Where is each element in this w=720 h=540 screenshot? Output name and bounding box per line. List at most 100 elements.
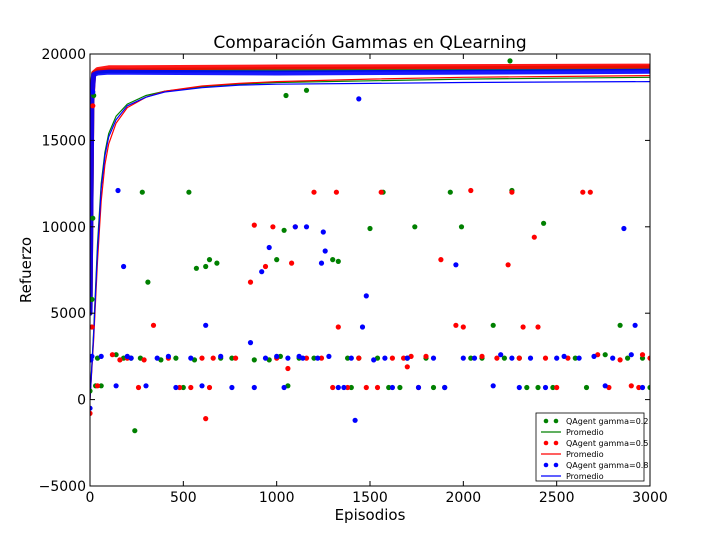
series-0-point (206, 257, 213, 263)
series-4-point (335, 384, 341, 391)
series-4-point (218, 353, 224, 359)
series-4-point (415, 384, 422, 391)
series-2-point (247, 279, 254, 285)
legend-label-5: Promedio (566, 472, 604, 481)
series-4-point (602, 383, 608, 389)
x-tick-label: 0 (86, 490, 95, 506)
series-0-point (335, 258, 341, 264)
series-2-point (505, 262, 511, 268)
series-2-point (363, 384, 369, 391)
series-0-point (132, 428, 138, 434)
series-0-point (173, 355, 179, 361)
series-4-point (509, 355, 515, 361)
series-2-point (199, 355, 205, 361)
series-2-point (270, 224, 276, 230)
series-0-point (98, 383, 104, 389)
series-0-point (507, 58, 513, 64)
series-4-point (382, 355, 388, 361)
series-2-point (636, 384, 642, 391)
series-4-point (315, 355, 321, 361)
series-0-point (397, 384, 403, 391)
y-tick-label: −5000 (39, 479, 86, 495)
series-0-point (193, 265, 199, 271)
series-4-point (128, 355, 134, 361)
series-4-point (639, 384, 646, 391)
series-4-point (251, 384, 257, 391)
series-4-point (389, 384, 395, 391)
series-5-line (90, 81, 650, 400)
series-4-point (576, 355, 582, 361)
series-0-point (251, 357, 257, 363)
legend-marker-0 (543, 418, 549, 424)
series-0-point (281, 227, 287, 233)
x-axis: 0 500 1000 1500 2000 2500 3000 (86, 54, 668, 506)
series-2-point (617, 357, 623, 363)
series-0-point (490, 322, 496, 328)
series-2-point (401, 355, 407, 361)
legend-label-2: QAgent gamma=0.5 (566, 439, 648, 448)
series-4-point (165, 353, 171, 359)
series-0-point (330, 257, 336, 263)
series-4-point (352, 417, 358, 423)
series-2-point (90, 410, 93, 416)
series-2-point (117, 357, 123, 363)
legend-marker-2-b (553, 440, 559, 446)
series-2-point (210, 355, 216, 361)
series-4-point (303, 224, 310, 230)
series-0-point (303, 87, 310, 93)
series-0-point (229, 355, 235, 361)
series-4-point (554, 355, 560, 361)
series-0-point (90, 215, 96, 221)
series-4-point (281, 384, 287, 391)
series-2-point (177, 384, 183, 391)
series-4-point (561, 353, 567, 359)
series-2-point (516, 355, 522, 361)
series-2-point (90, 324, 95, 330)
series-2-point (345, 384, 351, 391)
series-0-point (214, 260, 220, 266)
series-4-point (371, 357, 377, 363)
series-2-point (535, 324, 541, 330)
series-4-point (266, 244, 272, 251)
series-2-point (356, 355, 362, 361)
series-0-point (90, 296, 95, 302)
series-0-point (541, 220, 547, 226)
series-4-point (90, 89, 96, 95)
series-4-point (113, 383, 119, 389)
series-2-point (94, 383, 101, 389)
series-4-point (203, 322, 209, 328)
series-0-point (468, 355, 474, 361)
series-2-point (206, 384, 213, 391)
series-2-point (542, 355, 549, 361)
y-tick-label: 20000 (41, 47, 86, 63)
legend: QAgent gamma=0.2 Promedio QAgent gamma=0.5… (535, 412, 648, 482)
y-tick-label: 10000 (41, 220, 86, 236)
series-4-point (460, 355, 466, 361)
series-4-point (300, 355, 306, 361)
series-2-point (318, 355, 325, 361)
series-4-point (90, 405, 93, 411)
series-0-point (311, 355, 317, 361)
series-2-point (303, 355, 310, 361)
series-4-point (527, 355, 534, 361)
series-4-point (199, 383, 205, 389)
series-4-point (348, 355, 354, 361)
series-4-point (516, 384, 522, 391)
series-2-point (285, 365, 291, 372)
legend-label-4: QAgent gamma=0.8 (566, 461, 648, 470)
series-4-point (154, 355, 160, 361)
series-0-point (602, 352, 608, 358)
series-4-point (632, 322, 638, 328)
series-4-point (628, 352, 634, 358)
legend-marker-0-b (553, 418, 559, 424)
series-0-point (180, 384, 186, 391)
series-2-point (251, 222, 257, 228)
legend-marker-4-b (553, 462, 559, 468)
series-2-point (90, 103, 96, 109)
legend-label-0: QAgent gamma=0.2 (566, 417, 648, 426)
series-2-point (647, 355, 650, 361)
series-2-point (389, 355, 395, 361)
series-0-point (283, 92, 289, 99)
series-4-point (359, 324, 366, 330)
